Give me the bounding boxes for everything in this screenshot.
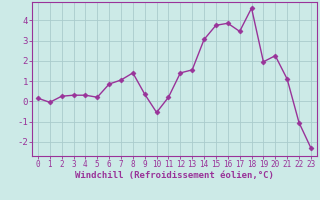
X-axis label: Windchill (Refroidissement éolien,°C): Windchill (Refroidissement éolien,°C) — [75, 171, 274, 180]
